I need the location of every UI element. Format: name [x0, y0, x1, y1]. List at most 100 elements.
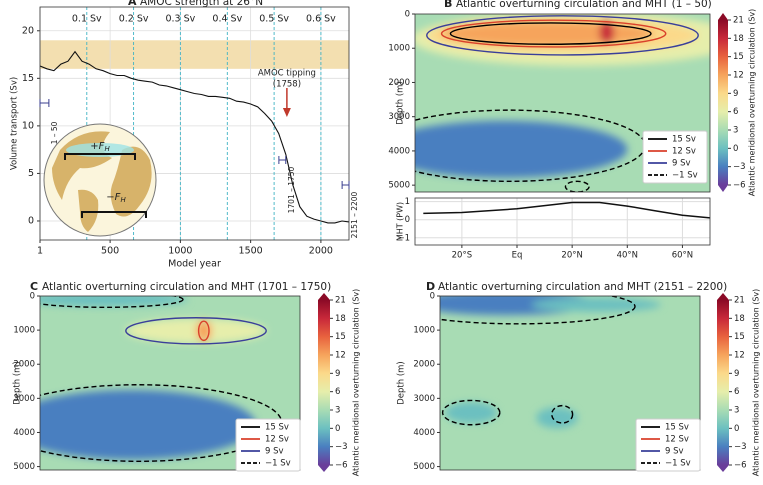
legend-label: 9 Sv	[665, 447, 684, 457]
period-label: 1701 – 1750	[287, 166, 296, 213]
contour-line	[551, 404, 574, 424]
contour-line	[440, 19, 667, 48]
colorbar-tick-label: 3	[335, 406, 340, 416]
forcing-label: 0.1 Sv	[72, 14, 102, 25]
y-tick-label: 0	[30, 292, 35, 302]
y-tick-label: 1000	[13, 326, 35, 336]
field-region	[40, 296, 189, 307]
period-bracket	[278, 156, 287, 164]
y-tick-label: 1000	[388, 44, 410, 54]
contour-line	[40, 296, 184, 309]
tipping-label: AMOC tipping	[258, 69, 316, 79]
legend-label: 12 Sv	[265, 435, 289, 445]
y-tick-label: 20	[22, 25, 34, 36]
amoc-line	[40, 50, 349, 224]
y-tick-label: 3000	[13, 394, 35, 404]
y-axis-label: Depth (m)	[13, 361, 23, 405]
legend-box	[642, 130, 708, 184]
legend-label: −1 Sv	[665, 459, 691, 469]
y-tick-label: 15	[22, 73, 34, 84]
field-region	[599, 19, 615, 45]
colorbar-tick-label: 18	[335, 314, 346, 324]
y-axis-label: MHT (PW)	[396, 202, 405, 241]
colorbar-tick-label: −6	[734, 461, 747, 471]
period-label: 2151 – 2200	[350, 191, 359, 238]
plot-frame	[39, 295, 301, 471]
y-axis-label: Volume transport (Sv)	[10, 77, 20, 170]
colorbar-tick-label: 9	[335, 369, 340, 379]
colorbar-end	[717, 465, 729, 472]
y-tick-label: 3000	[388, 112, 410, 122]
legend-label: 12 Sv	[672, 147, 696, 157]
forcing-label: 0.6 Sv	[306, 14, 336, 25]
colorbar	[718, 20, 728, 185]
contour-line	[440, 296, 636, 325]
y-axis-label: Depth (m)	[397, 361, 407, 405]
period-bracket	[341, 181, 350, 189]
legend-label: 12 Sv	[665, 435, 689, 445]
colorbar-tick-label: −3	[335, 442, 348, 452]
panel-letter: A	[128, 0, 137, 8]
y-tick-label: 0	[28, 215, 34, 226]
y-tick-label: 0	[405, 10, 410, 20]
observed-range	[40, 40, 349, 69]
field-region	[125, 318, 267, 343]
legend-label: −1 Sv	[265, 459, 291, 469]
y-tick-label: 2000	[13, 360, 35, 370]
chart-title: Atlantic overturning circulation and MHT…	[456, 0, 712, 10]
y-tick-label: −1	[397, 233, 410, 243]
colorbar-tick-label: 15	[335, 332, 346, 342]
contour-line	[125, 317, 267, 345]
contour-line	[449, 22, 652, 45]
y-tick-label: 1000	[413, 326, 435, 336]
contour-line	[564, 180, 590, 192]
colorbar-tick-label: −3	[733, 162, 746, 172]
colorbar	[318, 300, 330, 465]
contour-line	[197, 320, 210, 342]
colorbar-tick-label: 15	[734, 332, 745, 342]
chart-title: Atlantic overturning circulation and MHT…	[42, 281, 331, 293]
chart-title: Atlantic overturning circulation and MHT…	[438, 281, 727, 293]
legend-box	[235, 418, 301, 472]
colorbar-tick-label: 6	[335, 387, 340, 397]
y-tick-label: 2000	[388, 78, 410, 88]
colorbar-end	[717, 293, 729, 300]
forcing-label: 0.4 Sv	[212, 14, 242, 25]
colorbar-tick-label: 3	[733, 126, 738, 136]
colorbar-label: Atlantic meridional overturning circulat…	[748, 9, 757, 197]
colorbar-tick-label: −6	[733, 181, 746, 191]
colorbar-tick-label: 21	[335, 296, 346, 306]
field-region	[415, 138, 492, 175]
fw-bracket	[64, 153, 136, 160]
continent	[78, 189, 99, 232]
panel-letter: C	[30, 280, 38, 293]
field	[415, 14, 710, 192]
legend-label: 15 Sv	[665, 423, 689, 433]
x-tick-label: 2000	[309, 246, 333, 257]
colorbar-tick-label: 0	[733, 144, 738, 154]
colorbar-tick-label: 6	[733, 107, 738, 117]
chart-title: AMOC strength at 26°N	[140, 0, 263, 8]
inset-label: +FH	[90, 141, 110, 153]
tipping-label: (1758)	[273, 80, 301, 90]
colorbar-tick-label: 12	[733, 71, 744, 81]
legend-label: 15 Sv	[672, 135, 696, 145]
colorbar-end	[318, 465, 330, 472]
y-tick-label: 3000	[413, 394, 435, 404]
x-tick-label: 20°N	[561, 251, 582, 261]
colorbar-label: Atlantic meridional overturning circulat…	[352, 289, 361, 477]
legend-label: −1 Sv	[672, 171, 698, 181]
y-axis-label: Depth (m)	[396, 81, 406, 125]
legend-label: 15 Sv	[265, 423, 289, 433]
colorbar	[717, 300, 729, 465]
colorbar-tick-label: 9	[734, 369, 739, 379]
panel-letter: D	[426, 280, 435, 293]
forcing-label: 0.2 Sv	[119, 14, 149, 25]
field-region	[536, 407, 578, 429]
x-axis-label: Model year	[168, 259, 221, 270]
colorbar-tick-label: 18	[734, 314, 745, 324]
mht-line	[423, 201, 711, 219]
plot-frame	[439, 295, 701, 471]
legend-box	[635, 418, 701, 472]
colorbar-label: Atlantic meridional overturning circulat…	[752, 289, 761, 477]
